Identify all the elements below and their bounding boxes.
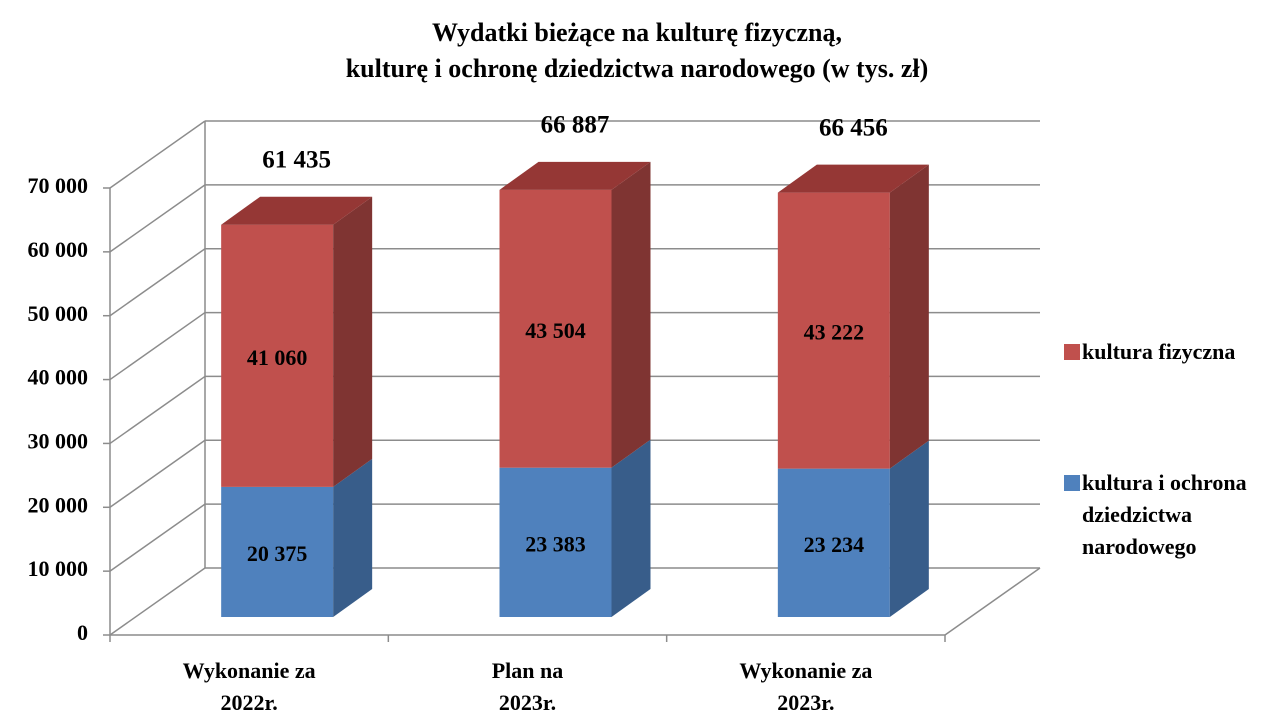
x-tick-label: 2023r.	[777, 690, 834, 713]
grid-line	[109, 503, 206, 572]
y-tick-label: 70 000	[28, 173, 89, 198]
data-label: 23 234	[804, 532, 865, 557]
x-tick-label: Wykonanie za	[739, 658, 872, 683]
chart-title: Wydatki bieżące na kulturę fizyczną,	[432, 18, 842, 47]
bar-front	[221, 486, 334, 617]
legend-swatch	[1064, 344, 1080, 360]
bar-side	[611, 439, 651, 617]
legend-label: kultura i ochrona dziedzictwa narodowego	[1082, 470, 1247, 559]
bar-top	[777, 164, 929, 193]
x-tick-label: 2022r.	[221, 690, 278, 713]
bar-front	[499, 189, 612, 468]
bar-side	[333, 458, 373, 617]
data-label: 20 375	[247, 541, 308, 566]
bar-top	[499, 161, 651, 190]
bar-front	[777, 192, 890, 469]
bar-side	[611, 161, 651, 468]
y-tick-label: 60 000	[28, 237, 89, 262]
bar-front	[777, 468, 890, 617]
bar-side	[889, 164, 929, 469]
bar-front	[221, 224, 334, 487]
grid-line	[109, 311, 206, 381]
bar-side	[889, 440, 929, 617]
total-label: 66 456	[819, 114, 888, 141]
x-tick-label: Wykonanie za	[183, 658, 316, 683]
data-label: 43 504	[525, 318, 586, 343]
data-label: 43 222	[804, 320, 865, 345]
data-label: 41 060	[247, 345, 308, 370]
y-tick-label: 10 000	[28, 556, 89, 581]
y-tick-label: 50 000	[28, 301, 89, 326]
y-tick-label: 0	[77, 620, 88, 645]
floor-edge	[944, 567, 1041, 636]
bar-side	[333, 196, 373, 487]
data-label: 23 383	[525, 531, 586, 556]
grid-line	[109, 567, 206, 636]
y-tick-label: 30 000	[28, 428, 89, 453]
grid-line	[109, 184, 206, 253]
grid-line	[109, 439, 206, 508]
bar-front	[499, 467, 612, 617]
grid-line	[109, 248, 206, 317]
legend-swatch	[1064, 475, 1080, 491]
grid-line	[109, 375, 206, 445]
x-tick-label: 2023r.	[499, 690, 556, 713]
total-label: 61 435	[262, 146, 331, 173]
legend-label: kultura fizyczna	[1082, 339, 1236, 364]
chart-title: kulturę i ochronę dziedzictwa narodowego…	[346, 54, 929, 83]
y-tick-label: 20 000	[28, 492, 89, 517]
total-label: 66 887	[541, 112, 610, 139]
x-tick-label: Plan na	[492, 658, 564, 683]
bar-top	[221, 196, 373, 225]
y-tick-label: 40 000	[28, 365, 89, 390]
grid-line	[109, 120, 206, 189]
